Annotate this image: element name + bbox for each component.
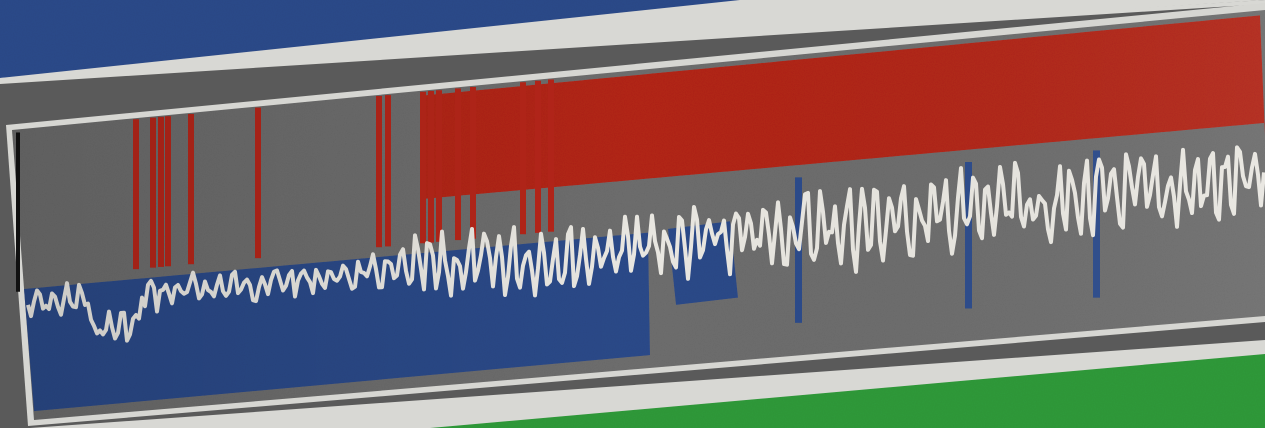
- middle-signal-strip: [6, 3, 1265, 426]
- left-edge-tick: [16, 132, 20, 292]
- top-strip-frame: [0, 0, 1265, 84]
- top-blue-strip: [0, 0, 1265, 84]
- bottom-green-strip: [30, 340, 1265, 428]
